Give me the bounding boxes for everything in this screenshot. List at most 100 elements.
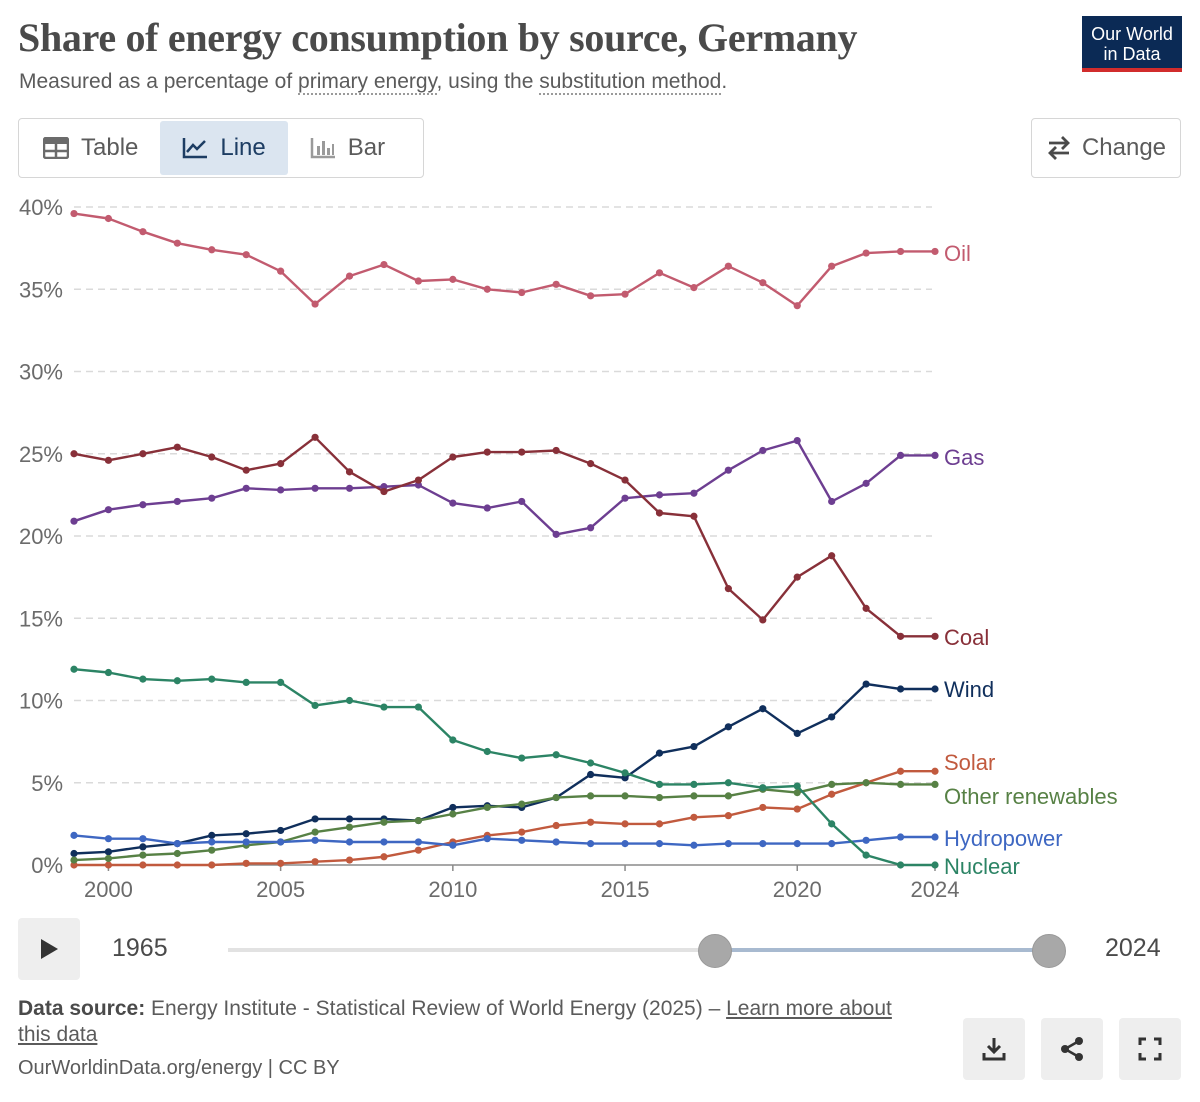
data-point-other-renewables bbox=[724, 792, 732, 800]
y-tick-label: 15% bbox=[19, 606, 63, 631]
data-point-oil bbox=[139, 228, 147, 236]
data-point-other-renewables bbox=[862, 779, 870, 787]
data-point-coal bbox=[104, 456, 113, 464]
fullscreen-button[interactable] bbox=[1119, 1018, 1181, 1080]
data-point-gas bbox=[173, 497, 181, 506]
tab-line[interactable]: Line bbox=[160, 121, 288, 175]
data-point-nuclear bbox=[277, 678, 285, 687]
data-point-coal bbox=[621, 476, 629, 484]
data-point-nuclear bbox=[655, 780, 664, 788]
data-point-coal bbox=[414, 476, 422, 484]
primary-energy-link[interactable]: primary energy bbox=[298, 70, 437, 95]
data-point-other-renewables bbox=[587, 792, 595, 800]
share-button[interactable] bbox=[1041, 1018, 1103, 1080]
data-point-hydropower bbox=[208, 838, 216, 846]
data-point-gas bbox=[104, 506, 113, 514]
data-point-wind bbox=[793, 729, 801, 738]
table-icon bbox=[43, 137, 69, 159]
data-source: Data source: Energy Institute - Statisti… bbox=[18, 996, 918, 1048]
data-point-nuclear bbox=[104, 668, 113, 677]
tab-table[interactable]: Table bbox=[21, 121, 160, 175]
legend-label-hydropower: Hydropower bbox=[944, 826, 1063, 851]
series-line-nuclear bbox=[73, 668, 935, 867]
data-point-wind bbox=[862, 680, 870, 688]
data-point-other-renewables bbox=[655, 793, 664, 802]
change-country-button[interactable]: Change bbox=[1031, 118, 1181, 178]
data-point-wind bbox=[759, 705, 767, 713]
timeline-selected-range bbox=[714, 948, 1048, 952]
x-tick-label: 2010 bbox=[428, 877, 477, 902]
logo-line-1: Our World bbox=[1091, 24, 1173, 44]
data-point-nuclear bbox=[345, 696, 354, 705]
data-point-other-renewables bbox=[173, 849, 181, 858]
data-point-hydropower bbox=[139, 835, 147, 843]
legend-label-nuclear: Nuclear bbox=[944, 854, 1020, 879]
data-point-gas bbox=[208, 494, 216, 502]
series-line-wind bbox=[73, 682, 935, 855]
data-point-oil bbox=[931, 247, 939, 256]
data-point-hydropower bbox=[449, 841, 457, 849]
data-point-coal bbox=[931, 632, 939, 640]
tab-bar[interactable]: Bar bbox=[288, 121, 407, 175]
data-point-oil bbox=[621, 290, 629, 298]
bar-chart-icon bbox=[310, 138, 335, 159]
data-point-gas bbox=[793, 436, 801, 445]
data-point-gas bbox=[587, 524, 595, 532]
data-point-solar bbox=[828, 790, 836, 798]
data-point-coal bbox=[311, 433, 319, 441]
subtitle-text-mid: , using the bbox=[436, 70, 540, 93]
data-point-hydropower bbox=[862, 836, 870, 844]
timeline-end-handle[interactable] bbox=[1032, 934, 1066, 968]
data-point-coal bbox=[449, 453, 457, 461]
data-point-nuclear bbox=[208, 675, 216, 683]
x-tick-label: 2005 bbox=[256, 877, 305, 902]
legend-label-oil: Oil bbox=[944, 241, 971, 266]
data-point-wind bbox=[277, 826, 285, 835]
data-point-coal bbox=[208, 453, 216, 461]
data-point-nuclear bbox=[724, 779, 732, 787]
timeline-start-handle[interactable] bbox=[698, 934, 732, 968]
data-point-other-renewables bbox=[896, 780, 905, 788]
timeline-track[interactable] bbox=[228, 948, 1048, 952]
tab-bar-label: Bar bbox=[347, 134, 386, 161]
data-point-solar bbox=[208, 861, 216, 869]
play-button[interactable] bbox=[18, 918, 80, 980]
share-icon bbox=[1061, 1037, 1083, 1061]
data-point-oil bbox=[449, 275, 457, 283]
data-point-hydropower bbox=[173, 840, 181, 848]
data-point-gas bbox=[414, 481, 422, 489]
data-point-wind bbox=[345, 815, 354, 823]
data-point-other-renewables bbox=[690, 792, 698, 800]
data-point-wind bbox=[104, 848, 113, 856]
tab-line-label: Line bbox=[220, 134, 266, 161]
data-point-coal bbox=[552, 446, 560, 455]
data-point-wind bbox=[896, 685, 905, 693]
learn-more-link[interactable]: Learn more about this data bbox=[18, 997, 892, 1046]
change-button-label: Change bbox=[1081, 134, 1167, 161]
substitution-method-link[interactable]: substitution method bbox=[539, 70, 722, 95]
data-point-oil bbox=[311, 300, 319, 308]
owid-logo[interactable]: Our World in Data bbox=[1082, 16, 1182, 72]
data-point-solar bbox=[931, 767, 939, 775]
data-point-nuclear bbox=[311, 701, 319, 710]
y-tick-label: 20% bbox=[19, 524, 63, 549]
data-point-other-renewables bbox=[449, 810, 457, 818]
data-point-gas bbox=[828, 497, 836, 506]
data-point-nuclear bbox=[414, 703, 422, 711]
fullscreen-icon bbox=[1138, 1037, 1162, 1061]
data-point-gas bbox=[690, 489, 698, 497]
data-point-nuclear bbox=[690, 780, 698, 788]
data-point-coal bbox=[828, 552, 836, 560]
data-point-nuclear bbox=[173, 677, 181, 685]
data-point-other-renewables bbox=[311, 828, 319, 836]
source-text: Energy Institute - Statistical Review of… bbox=[145, 997, 727, 1020]
data-point-oil bbox=[277, 267, 285, 275]
data-point-solar bbox=[380, 853, 388, 861]
data-point-hydropower bbox=[621, 840, 629, 848]
data-point-gas bbox=[759, 446, 767, 455]
data-point-solar bbox=[277, 859, 285, 867]
data-point-solar bbox=[518, 828, 526, 836]
data-point-other-renewables bbox=[621, 792, 629, 800]
data-point-gas bbox=[931, 451, 939, 459]
download-button[interactable] bbox=[963, 1018, 1025, 1080]
